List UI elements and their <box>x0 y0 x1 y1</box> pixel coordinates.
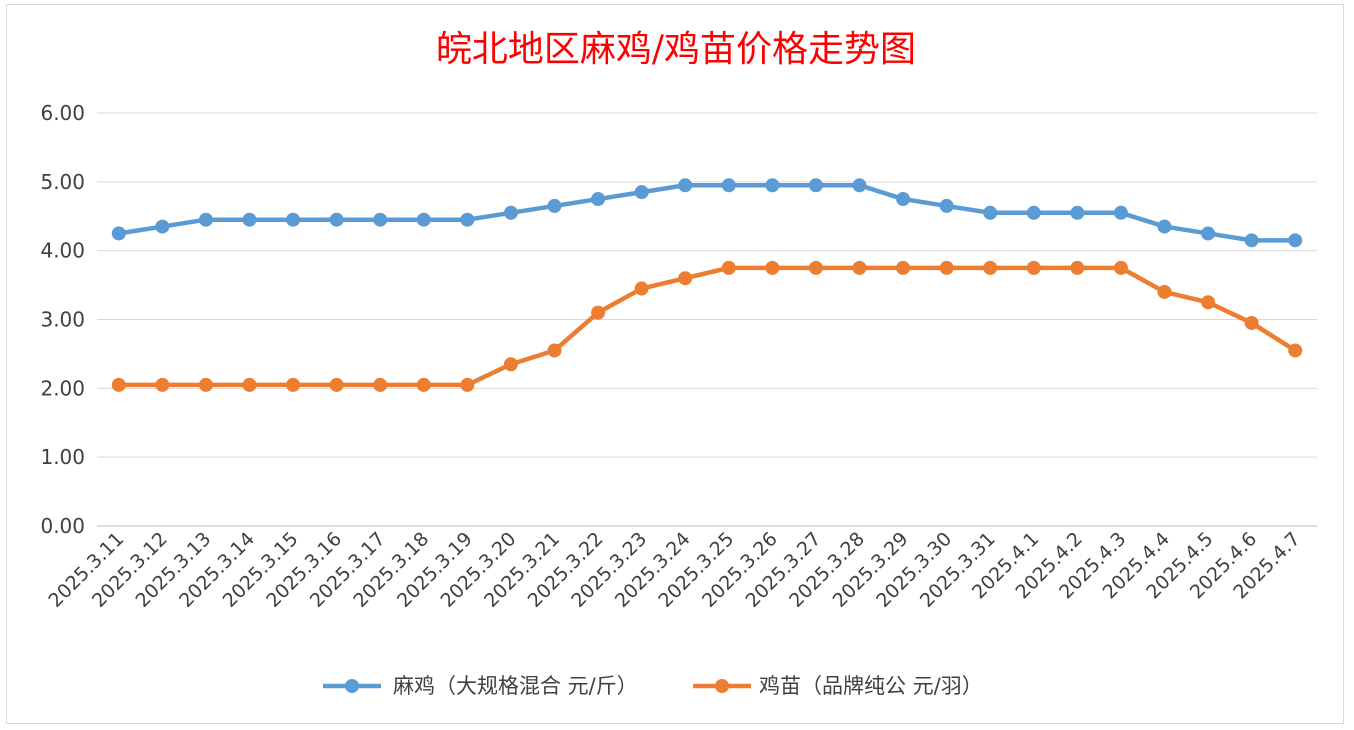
y-tick-label: 4.00 <box>40 239 85 263</box>
chart-title: 皖北地区麻鸡/鸡苗价格走势图 <box>436 29 916 70</box>
y-tick-label: 3.00 <box>40 308 85 332</box>
chart-area: 皖北地区麻鸡/鸡苗价格走势图 0.00 1.00 2.00 3.00 4.00 5.00 6… <box>6 4 1344 724</box>
data-point <box>896 260 911 275</box>
data-point <box>1157 219 1172 234</box>
data-point <box>983 260 998 275</box>
series-line <box>116 265 1298 388</box>
series-line <box>116 183 1298 243</box>
legend-label: 麻鸡（大规格混合 元/斤） <box>393 674 638 698</box>
legend-item: 鸡苗（品牌纯公 元/羽） <box>693 674 983 698</box>
data-point <box>416 212 431 227</box>
data-point <box>286 377 301 392</box>
data-point <box>1201 226 1216 241</box>
data-point <box>329 377 344 392</box>
data-point <box>1244 233 1259 248</box>
line-chart: 皖北地区麻鸡/鸡苗价格走势图 0.00 1.00 2.00 3.00 4.00 5.00 6… <box>40 29 1317 698</box>
data-point <box>1113 260 1128 275</box>
data-point <box>286 212 301 227</box>
data-point <box>808 178 823 193</box>
data-point <box>678 178 693 193</box>
data-point <box>329 212 344 227</box>
data-point <box>983 205 998 220</box>
data-point <box>503 205 518 220</box>
y-tick-label: 1.00 <box>40 445 85 469</box>
data-point <box>765 178 780 193</box>
data-point <box>547 198 562 213</box>
data-point <box>373 377 388 392</box>
data-point <box>591 305 606 320</box>
legend-marker <box>345 679 359 693</box>
y-axis: 0.00 1.00 2.00 3.00 4.00 5.00 6.00 <box>40 101 85 538</box>
data-point <box>765 260 780 275</box>
data-point <box>1070 260 1085 275</box>
y-tick-label: 0.00 <box>40 514 85 538</box>
data-point <box>1070 205 1085 220</box>
data-point <box>1113 205 1128 220</box>
legend: 麻鸡（大规格混合 元/斤） 鸡苗（品牌纯公 元/羽） <box>323 674 983 698</box>
data-point <box>808 260 823 275</box>
data-point <box>155 377 170 392</box>
data-point <box>939 198 954 213</box>
y-tick-label: 2.00 <box>40 376 85 400</box>
data-point <box>1201 295 1216 310</box>
series-1 <box>111 178 1303 248</box>
y-tick-label: 6.00 <box>40 101 85 125</box>
series-2 <box>111 260 1303 392</box>
data-point <box>503 357 518 372</box>
data-point <box>721 178 736 193</box>
legend-item: 麻鸡（大规格混合 元/斤） <box>323 674 638 698</box>
data-point <box>678 271 693 286</box>
data-point <box>155 219 170 234</box>
data-point <box>939 260 954 275</box>
data-point <box>242 377 257 392</box>
legend-marker <box>715 679 729 693</box>
gridlines <box>97 112 1317 527</box>
data-point <box>1244 315 1259 330</box>
data-point <box>1157 284 1172 299</box>
data-point <box>111 226 126 241</box>
data-point <box>460 212 475 227</box>
data-point <box>416 377 431 392</box>
data-point <box>852 178 867 193</box>
data-point <box>634 185 649 200</box>
data-point <box>852 260 867 275</box>
data-point <box>373 212 388 227</box>
legend-label: 鸡苗（品牌纯公 元/羽） <box>759 674 983 698</box>
data-point <box>111 377 126 392</box>
series-lines <box>111 178 1303 392</box>
y-tick-label: 5.00 <box>40 170 85 194</box>
data-point <box>198 212 213 227</box>
data-point <box>1288 343 1303 358</box>
data-point <box>896 192 911 207</box>
data-point <box>721 260 736 275</box>
data-point <box>1026 205 1041 220</box>
data-point <box>242 212 257 227</box>
data-point <box>1288 233 1303 248</box>
data-point <box>547 343 562 358</box>
x-axis: 2025.3.112025.3.122025.3.132025.3.142025… <box>44 528 1304 612</box>
data-point <box>1026 260 1041 275</box>
data-point <box>460 377 475 392</box>
data-point <box>198 377 213 392</box>
data-point <box>634 281 649 296</box>
data-point <box>591 192 606 207</box>
